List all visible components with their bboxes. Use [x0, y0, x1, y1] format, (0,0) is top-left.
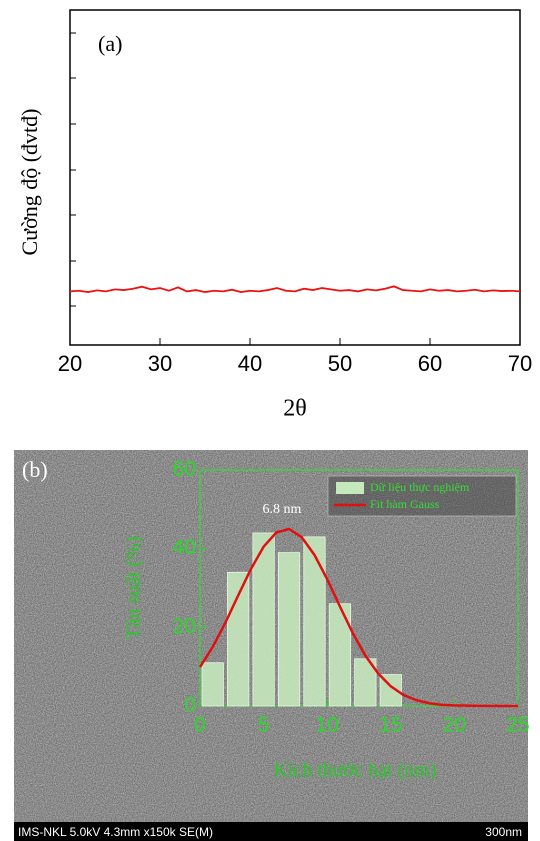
x-tick-label: 70 [508, 351, 532, 376]
x-tick-label: 20 [58, 351, 82, 376]
x-tick-label: 15 [379, 714, 402, 737]
histogram-bar [354, 658, 377, 707]
legend-label: Dữ liệu thực nghiệm [370, 480, 470, 494]
x-tick-label: 50 [328, 351, 352, 376]
data-line [69, 285, 521, 293]
panel-label: (a) [98, 31, 122, 56]
panel-label: (b) [22, 457, 48, 482]
x-axis-label: 2θ [283, 396, 307, 422]
y-tick-label: 0 [184, 694, 196, 717]
sem-info-bar [14, 822, 528, 841]
x-tick-label: 20 [443, 714, 466, 737]
histogram-bar [303, 536, 326, 707]
y-ticks [70, 32, 76, 307]
x-tick-label: 25 [506, 714, 529, 737]
y-tick-label: 60 [173, 458, 196, 481]
histogram-bar [277, 552, 301, 707]
x-tick-label: 10 [316, 714, 339, 737]
histogram-bar [328, 603, 352, 707]
legend-label: Fit hàm Gauss [370, 497, 440, 511]
x-tick-label: 60 [418, 351, 442, 376]
sem-scale: 300nm [485, 825, 522, 839]
sem-info: IMS-NKL 5.0kV 4.3mm x150k SE(M) [18, 825, 213, 839]
legend-swatch [336, 482, 364, 494]
plot-frame [69, 9, 521, 346]
y-tick-label: 40 [173, 536, 196, 559]
y-axis-label: Tần suất (%) [123, 536, 145, 639]
y-axis-label: Cường độ (đvtđ) [17, 109, 42, 256]
x-tick-label: 5 [258, 714, 270, 737]
x-axis-label: Kích thước hạt (nm) [273, 760, 436, 782]
histogram-bar [227, 571, 250, 707]
y-tick-label: 20 [173, 615, 196, 638]
x-tick-label: 40 [238, 351, 262, 376]
x-tick-label: 0 [194, 714, 206, 737]
data-line [198, 527, 519, 708]
histogram-bar [201, 662, 224, 707]
histogram-bar [252, 532, 275, 707]
x-tick-label: 30 [148, 351, 172, 376]
peak-annotation: 6.8 nm [263, 502, 302, 517]
